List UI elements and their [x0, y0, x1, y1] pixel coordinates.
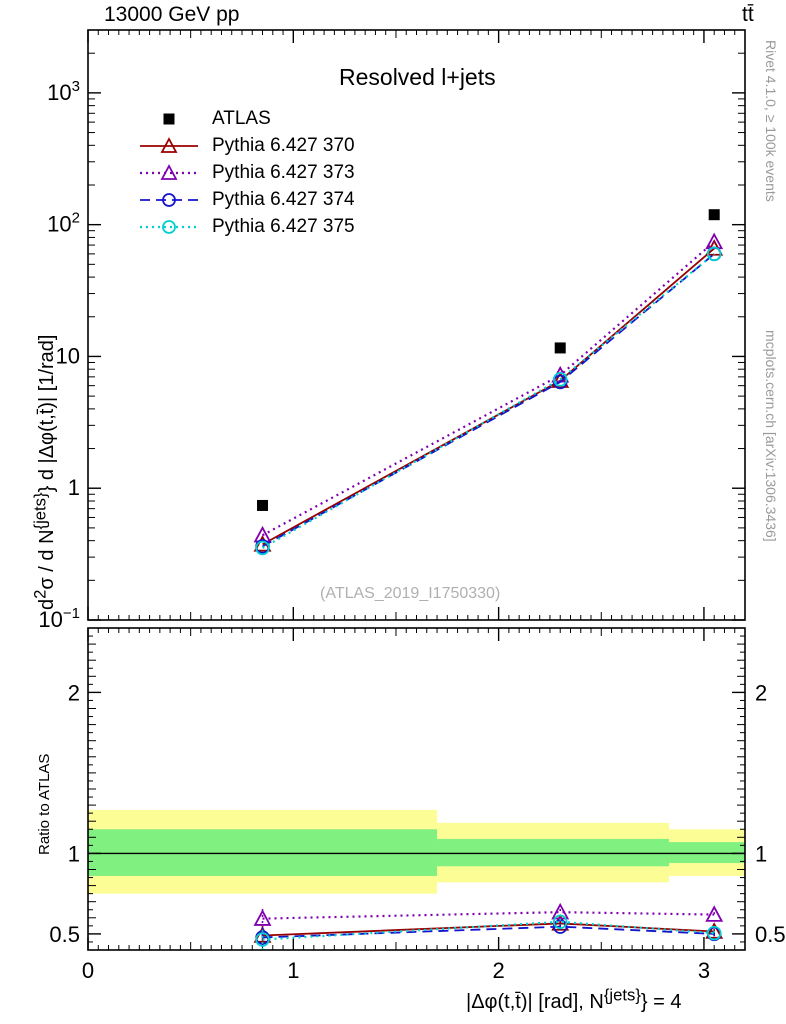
legend-label: Pythia 6.427 373	[212, 161, 355, 183]
x-tick-label: 2	[493, 958, 505, 983]
ratio-y-tick-label: 2	[68, 680, 80, 705]
legend-label: Pythia 6.427 374	[212, 188, 355, 210]
x-tick-label: 1	[287, 958, 299, 983]
series-marker	[255, 540, 270, 556]
main-y-tick-label: 10−1	[38, 605, 80, 632]
ratio-y-tick-label: 1	[68, 841, 80, 866]
legend-label: Pythia 6.427 370	[212, 134, 355, 156]
ratio-series-marker	[253, 909, 272, 926]
header-right-label: tt̄	[742, 3, 754, 26]
x-tick-label: 3	[698, 958, 710, 983]
legend-item-1[interactable]: Pythia 6.427 370	[138, 132, 355, 159]
x-tick-label: 0	[82, 958, 94, 983]
ratio-band-green	[669, 842, 745, 864]
main-y-tick-label: 1	[68, 475, 80, 500]
ratio-series-marker	[552, 914, 568, 930]
legend-item-0[interactable]: ATLAS	[138, 105, 355, 132]
header-left-label: 13000 GeV pp	[104, 3, 240, 26]
ratio-series-marker	[705, 905, 724, 922]
series-marker	[551, 371, 570, 388]
main-y-axis-label-text: d2σ / d N{jets}} d |Δφ(t,t̄)| [1/rad]	[30, 334, 58, 610]
ratio-y-tick-label-right: 1	[755, 841, 767, 866]
legend-key-triangle	[140, 163, 198, 180]
series-line	[261, 253, 715, 549]
series-marker	[257, 499, 269, 511]
main-y-axis-label: d2σ / d N{jets}} d |Δφ(t,t̄)| [1/rad]	[30, 335, 59, 610]
main-y-tick-label: 10	[56, 343, 80, 368]
series-marker	[554, 342, 566, 354]
ratio-series-marker	[706, 925, 722, 941]
ratio-panel-frame	[87, 627, 746, 951]
series-line	[262, 247, 715, 546]
main-y-tick-label: 103	[47, 78, 80, 105]
legend-label: ATLAS	[212, 107, 271, 129]
ratio-series-marker	[255, 932, 270, 947]
series-line	[262, 253, 715, 548]
ratio-y-axis-label: Ratio to ATLAS	[36, 753, 53, 855]
x-axis-label: |Δφ(t,t̄)| [rad], N{jets}} = 4	[466, 985, 682, 1014]
legend-key-circle	[140, 219, 198, 234]
legend-item-3[interactable]: Pythia 6.427 374	[138, 186, 355, 213]
series-marker	[708, 209, 720, 221]
ratio-series-line	[262, 911, 715, 920]
legend-key-square	[163, 113, 175, 124]
ratio-series-marker	[705, 922, 724, 939]
legend-item-2[interactable]: Pythia 6.427 373	[138, 159, 355, 186]
dataset-watermark: (ATLAS_2019_I1750330)	[320, 585, 501, 602]
series-marker	[552, 372, 568, 387]
ratio-series-marker	[551, 902, 570, 920]
ratio-band-green	[437, 838, 670, 867]
x-axis-label-text: |Δφ(t,t̄)| [rad], N{jets}} = 4	[466, 985, 682, 1013]
legend: ATLAS Pythia 6.427 370 Pythia 6.427 373 Pyt…	[138, 105, 355, 240]
series-line	[261, 241, 715, 537]
plot-title: Resolved l+jets	[339, 64, 496, 90]
ratio-y-tick-label-right: 0.5	[755, 922, 786, 947]
legend-label: Pythia 6.427 375	[212, 215, 355, 237]
series-marker	[706, 246, 722, 262]
legend-key-circle	[140, 192, 198, 207]
legend-item-4[interactable]: Pythia 6.427 375	[138, 213, 355, 240]
legend-key-triangle	[140, 136, 198, 153]
ratio-y-tick-label: 0.5	[49, 922, 80, 947]
ratio-band-green	[88, 829, 438, 876]
main-y-tick-label: 102	[47, 210, 80, 237]
ratio-y-tick-label-right: 2	[755, 680, 767, 705]
